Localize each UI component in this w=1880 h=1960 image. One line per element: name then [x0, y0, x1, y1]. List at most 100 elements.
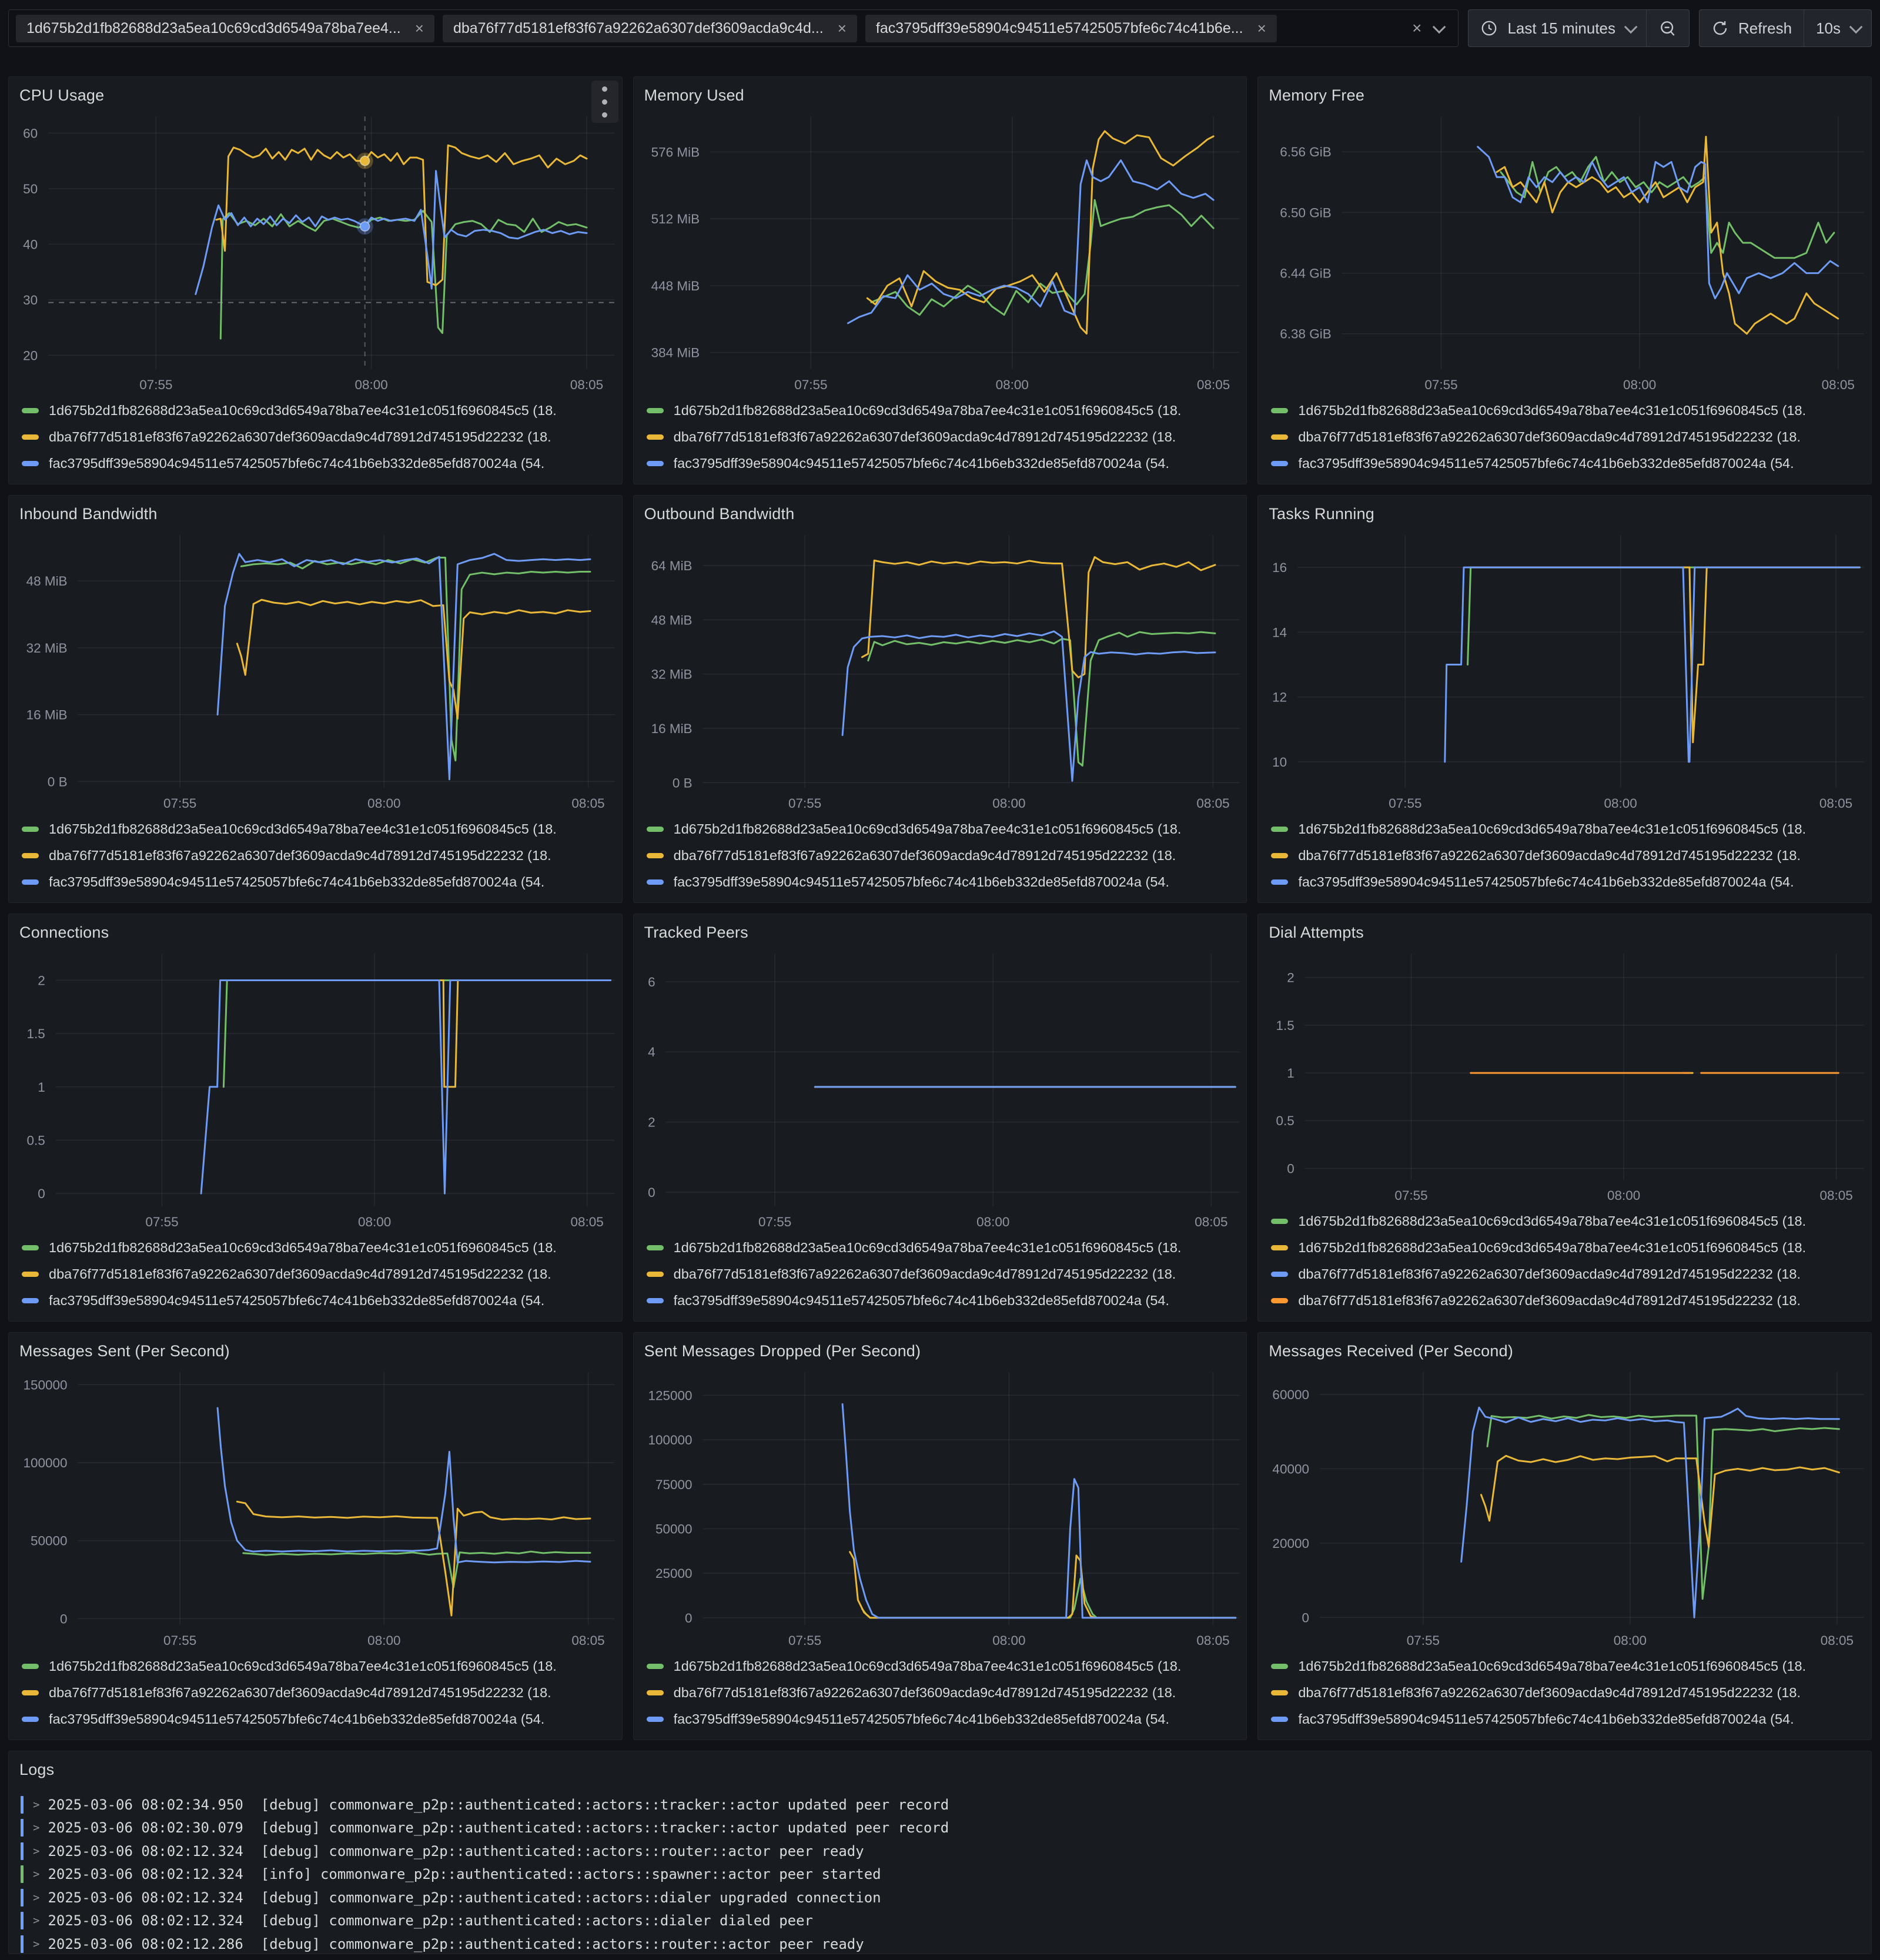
legend-series-label: dba76f77d5181ef83f67a92262a6307def3609ac…: [1298, 1266, 1801, 1282]
legend-item[interactable]: dba76f77d5181ef83f67a92262a6307def3609ac…: [22, 1680, 618, 1706]
refresh-interval-picker[interactable]: 10s: [1804, 10, 1871, 46]
time-series-chart[interactable]: 07:55 08:00 08:05 0 B 16 MiB 32 MiB 48 MiB 64 M…: [634, 524, 1247, 814]
log-row[interactable]: >2025-03-06 08:02:30.079 [debug] commonwa…: [21, 1819, 1859, 1837]
log-message: [debug] commonware_p2p::authenticated::a…: [260, 1889, 881, 1906]
log-expand-caret[interactable]: >: [33, 1891, 40, 1904]
panel-title[interactable]: CPU Usage: [19, 86, 105, 104]
legend-item[interactable]: 1d675b2d1fb82688d23a5ea10c69cd3d6549a78b…: [646, 1235, 1243, 1261]
legend-item[interactable]: fac3795dff39e58904c94511e57425057bfe6c74…: [1271, 1706, 1868, 1732]
legend-item[interactable]: 1d675b2d1fb82688d23a5ea10c69cd3d6549a78b…: [646, 816, 1243, 842]
panel-title[interactable]: Outbound Bandwidth: [644, 505, 795, 523]
legend-item[interactable]: 1d675b2d1fb82688d23a5ea10c69cd3d6549a78b…: [1271, 397, 1868, 424]
filter-chip[interactable]: fac3795dff39e58904c94511e57425057bfe6c74…: [865, 14, 1277, 42]
legend-item[interactable]: dba76f77d5181ef83f67a92262a6307def3609ac…: [1271, 1287, 1868, 1314]
filter-chip[interactable]: 1d675b2d1fb82688d23a5ea10c69cd3d6549a78b…: [16, 14, 434, 42]
time-series-chart[interactable]: 07:55 08:00 08:05 0 0.5 1 1.5 2: [1258, 943, 1871, 1206]
panel-title[interactable]: Sent Messages Dropped (Per Second): [644, 1342, 921, 1360]
panel-title[interactable]: Dial Attempts: [1269, 924, 1364, 941]
log-expand-caret[interactable]: >: [33, 1821, 40, 1834]
log-row[interactable]: >2025-03-06 08:02:12.324 [info] commonwar…: [21, 1865, 1859, 1884]
time-series-chart[interactable]: 07:55 08:00 08:05 0 20000 40000 60000: [1258, 1362, 1871, 1651]
legend-item[interactable]: dba76f77d5181ef83f67a92262a6307def3609ac…: [646, 842, 1243, 869]
panel-title[interactable]: Memory Free: [1269, 86, 1365, 104]
refresh-button[interactable]: Refresh: [1700, 10, 1804, 46]
legend-item[interactable]: 1d675b2d1fb82688d23a5ea10c69cd3d6549a78b…: [22, 1653, 618, 1680]
legend-item[interactable]: 1d675b2d1fb82688d23a5ea10c69cd3d6549a78b…: [646, 397, 1243, 424]
log-row[interactable]: >2025-03-06 08:02:12.286 [debug] commonwa…: [21, 1935, 1859, 1953]
time-series-chart[interactable]: 07:55 08:00 08:05 0 50000 100000 150000: [9, 1362, 622, 1651]
legend-item[interactable]: fac3795dff39e58904c94511e57425057bfe6c74…: [1271, 869, 1868, 895]
legend-item[interactable]: fac3795dff39e58904c94511e57425057bfe6c74…: [646, 1287, 1243, 1314]
panel-title[interactable]: Logs: [19, 1761, 55, 1778]
time-controls: Last 15 minutes: [1468, 9, 1690, 47]
panel-title[interactable]: Inbound Bandwidth: [19, 505, 158, 523]
legend-item[interactable]: fac3795dff39e58904c94511e57425057bfe6c74…: [22, 1706, 618, 1732]
filter-bar[interactable]: 1d675b2d1fb82688d23a5ea10c69cd3d6549a78b…: [8, 9, 1459, 47]
log-message: [debug] commonware_p2p::authenticated::a…: [260, 1935, 864, 1952]
legend-item[interactable]: fac3795dff39e58904c94511e57425057bfe6c74…: [646, 1706, 1243, 1732]
panel-title[interactable]: Tracked Peers: [644, 924, 748, 941]
legend-item[interactable]: dba76f77d5181ef83f67a92262a6307def3609ac…: [1271, 424, 1868, 450]
panel-title[interactable]: Messages Received (Per Second): [1269, 1342, 1514, 1360]
clear-all-filters-icon[interactable]: ×: [1412, 19, 1422, 37]
legend-series-color: [22, 1717, 39, 1722]
time-series-chart[interactable]: 07:55 08:00 08:05 0 25000 50000 75000 100000 125…: [634, 1362, 1247, 1651]
legend-item[interactable]: dba76f77d5181ef83f67a92262a6307def3609ac…: [22, 424, 618, 450]
remove-filter-icon[interactable]: ×: [837, 19, 847, 37]
legend-item[interactable]: 1d675b2d1fb82688d23a5ea10c69cd3d6549a78b…: [1271, 1235, 1868, 1261]
remove-filter-icon[interactable]: ×: [414, 19, 424, 37]
log-row[interactable]: >2025-03-06 08:02:12.324 [debug] commonwa…: [21, 1842, 1859, 1860]
time-series-chart[interactable]: 07:55 08:00 08:05 0 0.5 1 1.5 2: [9, 943, 622, 1232]
time-series-chart[interactable]: 07:55 08:00 08:05 0 2 4 6: [634, 943, 1247, 1232]
legend-item[interactable]: fac3795dff39e58904c94511e57425057bfe6c74…: [646, 869, 1243, 895]
panel-menu-button[interactable]: [591, 81, 618, 123]
log-expand-caret[interactable]: >: [33, 1798, 40, 1811]
legend-item[interactable]: 1d675b2d1fb82688d23a5ea10c69cd3d6549a78b…: [1271, 816, 1868, 842]
legend-item[interactable]: dba76f77d5181ef83f67a92262a6307def3609ac…: [1271, 1680, 1868, 1706]
legend-item[interactable]: 1d675b2d1fb82688d23a5ea10c69cd3d6549a78b…: [1271, 1653, 1868, 1680]
zoom-out-button[interactable]: [1646, 10, 1689, 46]
legend-series-label: dba76f77d5181ef83f67a92262a6307def3609ac…: [1298, 848, 1801, 863]
legend-item[interactable]: 1d675b2d1fb82688d23a5ea10c69cd3d6549a78b…: [22, 816, 618, 842]
legend-item[interactable]: fac3795dff39e58904c94511e57425057bfe6c74…: [22, 1287, 618, 1314]
legend-item[interactable]: 1d675b2d1fb82688d23a5ea10c69cd3d6549a78b…: [646, 1653, 1243, 1680]
filter-chip[interactable]: dba76f77d5181ef83f67a92262a6307def3609ac…: [442, 14, 857, 42]
legend-item[interactable]: fac3795dff39e58904c94511e57425057bfe6c74…: [1271, 450, 1868, 477]
legend-item[interactable]: dba76f77d5181ef83f67a92262a6307def3609ac…: [646, 1261, 1243, 1287]
legend-item[interactable]: 1d675b2d1fb82688d23a5ea10c69cd3d6549a78b…: [1271, 1208, 1868, 1235]
chevron-down-icon[interactable]: [1433, 20, 1446, 34]
log-row[interactable]: >2025-03-06 08:02:12.324 [debug] commonwa…: [21, 1912, 1859, 1930]
time-series-chart[interactable]: 07:55 08:00 08:05 6.38 GiB 6.44 GiB 6.50 GiB 6…: [1258, 106, 1871, 395]
legend-item[interactable]: dba76f77d5181ef83f67a92262a6307def3609ac…: [646, 424, 1243, 450]
log-expand-caret[interactable]: >: [33, 1914, 40, 1927]
legend-item[interactable]: dba76f77d5181ef83f67a92262a6307def3609ac…: [22, 842, 618, 869]
panel-title[interactable]: Messages Sent (Per Second): [19, 1342, 230, 1360]
log-timestamp: 2025-03-06 08:02:12.324: [48, 1889, 243, 1906]
remove-filter-icon[interactable]: ×: [1257, 19, 1266, 37]
panel-title[interactable]: Connections: [19, 924, 109, 941]
panel-title[interactable]: Tasks Running: [1269, 505, 1375, 523]
time-series-chart[interactable]: 07:55 08:00 08:05 20 30 40 50 60: [9, 106, 622, 395]
time-series-chart[interactable]: 07:55 08:00 08:05 10 12 14 16: [1258, 524, 1871, 814]
time-series-chart[interactable]: 07:55 08:00 08:05 0 B 16 MiB 32 MiB 48 MiB: [9, 524, 622, 814]
log-expand-caret[interactable]: >: [33, 1844, 40, 1858]
time-series-chart[interactable]: 07:55 08:00 08:05 384 MiB 448 MiB 512 MiB 576 …: [634, 106, 1247, 395]
legend-item[interactable]: dba76f77d5181ef83f67a92262a6307def3609ac…: [646, 1680, 1243, 1706]
legend-item[interactable]: fac3795dff39e58904c94511e57425057bfe6c74…: [646, 450, 1243, 477]
legend-item[interactable]: dba76f77d5181ef83f67a92262a6307def3609ac…: [1271, 1261, 1868, 1287]
legend-item[interactable]: dba76f77d5181ef83f67a92262a6307def3609ac…: [1271, 842, 1868, 869]
legend-item[interactable]: fac3795dff39e58904c94511e57425057bfe6c74…: [22, 450, 618, 477]
legend-series-label: fac3795dff39e58904c94511e57425057bfe6c74…: [49, 1711, 545, 1727]
legend-item[interactable]: fac3795dff39e58904c94511e57425057bfe6c74…: [22, 869, 618, 895]
legend-item[interactable]: dba76f77d5181ef83f67a92262a6307def3609ac…: [22, 1261, 618, 1287]
log-row[interactable]: >2025-03-06 08:02:34.950 [debug] commonwa…: [21, 1795, 1859, 1814]
legend-series-label: 1d675b2d1fb82688d23a5ea10c69cd3d6549a78b…: [49, 1240, 557, 1255]
legend-item[interactable]: 1d675b2d1fb82688d23a5ea10c69cd3d6549a78b…: [22, 397, 618, 424]
log-row[interactable]: >2025-03-06 08:02:12.324 [debug] commonwa…: [21, 1888, 1859, 1907]
legend-item[interactable]: 1d675b2d1fb82688d23a5ea10c69cd3d6549a78b…: [22, 1235, 618, 1261]
log-expand-caret[interactable]: >: [33, 1937, 40, 1951]
legend-series-color: [646, 827, 664, 832]
time-range-picker[interactable]: Last 15 minutes: [1468, 10, 1646, 46]
panel-title[interactable]: Memory Used: [644, 86, 744, 104]
log-expand-caret[interactable]: >: [33, 1868, 40, 1881]
